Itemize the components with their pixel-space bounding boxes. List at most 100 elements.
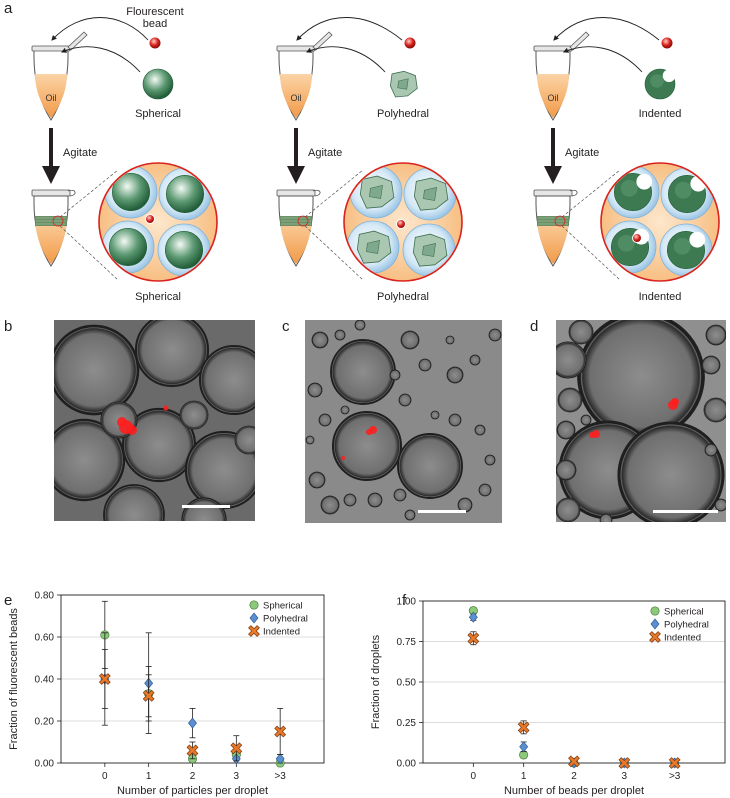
legend-label: Spherical <box>664 607 704 618</box>
agitate-arrow-head <box>287 166 305 184</box>
y-tick-label: 1.00 <box>397 597 417 608</box>
schematic-column-2: Oil Indented Agitate Indented <box>533 17 720 303</box>
x-tick-label: 2 <box>571 771 577 782</box>
arrow-particle-to-tube <box>61 46 141 73</box>
y-tick-label: 0.75 <box>397 637 417 648</box>
shape-label: Polyhedral <box>377 108 429 120</box>
particle-spherical <box>111 172 151 212</box>
zoom-marker <box>554 215 566 227</box>
droplet <box>705 324 726 346</box>
point-diamond <box>468 611 478 623</box>
droplet <box>318 413 332 427</box>
legend-marker <box>650 618 660 630</box>
tube-open <box>31 31 88 121</box>
y-tick-label: 0.50 <box>397 678 417 689</box>
zoom-line-bottom <box>304 225 364 281</box>
zoom-marker <box>52 215 64 227</box>
fluorescent-spot <box>127 425 137 435</box>
point-x <box>568 755 580 768</box>
droplet <box>54 324 140 416</box>
zoom-marker <box>297 215 309 227</box>
x-axis-title: Number of particles per droplet <box>117 785 268 797</box>
droplet <box>478 483 492 497</box>
droplet <box>599 513 613 522</box>
micrograph-indented <box>556 320 726 522</box>
zoom-circle <box>600 162 720 282</box>
chart-fraction-droplets: 0.00 0.25 0.50 0.75 1.00 0 1 2 3 >3 Number of bead… <box>370 597 726 797</box>
bead-in-droplet <box>396 219 406 229</box>
droplet <box>488 328 502 342</box>
droplet <box>54 418 126 502</box>
droplet <box>568 320 594 345</box>
particle-shade <box>620 179 638 197</box>
scale-bar <box>653 510 718 513</box>
droplet <box>389 369 401 381</box>
panel-label-c: c <box>282 318 290 335</box>
fluorescent-spot <box>117 417 127 427</box>
x-tick-label: 1 <box>146 771 152 782</box>
arrow-bead-to-tube <box>296 17 403 41</box>
legend-marker <box>248 625 260 637</box>
point-x <box>668 757 681 769</box>
droplet <box>305 435 315 445</box>
result-label: Indented <box>639 291 682 303</box>
legend-label: Polyhedral <box>664 620 709 631</box>
y-tick-label: 0.40 <box>35 675 55 686</box>
y-tick-label: 0.00 <box>35 759 55 770</box>
arrow-particle-to-tube <box>306 46 386 73</box>
point-diamond <box>188 717 197 729</box>
droplet <box>474 424 486 436</box>
point-diamond <box>519 741 529 753</box>
droplet <box>134 320 210 388</box>
droplet <box>331 410 403 482</box>
legend-label: Indented <box>664 633 701 644</box>
shape-label: Spherical <box>135 108 181 120</box>
droplet <box>556 497 581 522</box>
result-label: Spherical <box>135 291 181 303</box>
x-tick-label: >3 <box>669 771 681 782</box>
oil-label: Oil <box>548 93 559 103</box>
droplet <box>181 497 227 521</box>
droplet <box>448 413 462 427</box>
droplet <box>484 454 496 466</box>
y-axis-title: Fraction of droplets <box>370 634 382 729</box>
y-tick-label: 0.80 <box>35 591 55 602</box>
y-tick-label: 0.25 <box>397 718 417 729</box>
bead-in-droplet <box>145 214 155 224</box>
bead-label-line: Flourescent <box>126 6 183 18</box>
droplet <box>557 387 583 413</box>
droplet <box>445 335 455 345</box>
x-tick-label: 3 <box>622 771 628 782</box>
point-x <box>230 742 243 755</box>
droplet <box>334 329 346 341</box>
x-tick-label: 0 <box>471 771 477 782</box>
legend-marker <box>649 631 661 643</box>
zoom-line-bottom <box>59 225 119 281</box>
scale-bar <box>182 505 230 508</box>
y-tick-label: 0.00 <box>397 759 417 770</box>
particle-facet <box>369 185 383 199</box>
droplet <box>703 397 726 423</box>
fluorescent-spot <box>589 432 595 438</box>
arrow-bead-to-tube <box>51 17 149 41</box>
legend-label: Polyhedral <box>263 614 308 625</box>
droplet <box>198 344 255 416</box>
legend-marker <box>249 612 259 624</box>
point-x <box>186 744 199 757</box>
arrow-bead-to-tube <box>553 17 660 41</box>
droplet <box>418 358 432 372</box>
particle-facet <box>397 78 409 90</box>
tube-emulsion <box>533 189 578 267</box>
oil-label: Oil <box>291 93 302 103</box>
fluorescent-bead <box>661 37 673 49</box>
legend-marker <box>249 600 259 610</box>
oil-label: Oil <box>46 93 57 103</box>
zoom-line-top <box>304 169 364 218</box>
point-diamond <box>275 753 285 765</box>
droplet <box>617 421 725 522</box>
x-tick-label: 1 <box>521 771 527 782</box>
droplet <box>311 331 329 349</box>
agitate-label: Agitate <box>308 147 342 159</box>
droplet <box>234 425 255 455</box>
